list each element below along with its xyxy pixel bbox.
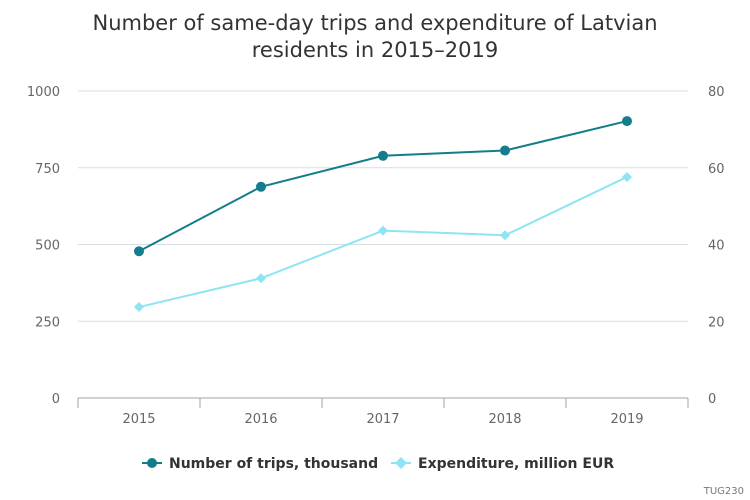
- credit-label: TUG230: [703, 486, 744, 497]
- legend-marker-trips: [147, 458, 157, 468]
- legend-label-trips: Number of trips, thousand: [169, 456, 378, 472]
- data-point-expenditure-2017[interactable]: [378, 225, 388, 236]
- chart-title-line-2: residents in 2015–2019: [252, 38, 498, 62]
- data-point-expenditure-2016[interactable]: [256, 273, 266, 284]
- x-tick-label: 2016: [244, 412, 277, 427]
- legend-marker-expenditure: [395, 457, 407, 469]
- y-axis-left: 0 250 500 750 1000: [27, 85, 60, 407]
- series-line-expenditure: [138, 176, 628, 309]
- data-point-trips-2018[interactable]: [500, 145, 510, 156]
- y-axis-right: 0 20 40 60 80: [708, 85, 725, 407]
- y-left-tick-label: 0: [52, 392, 60, 407]
- data-point-expenditure-2018[interactable]: [500, 230, 510, 241]
- x-axis: 2015 2016 2017 2018 2019: [77, 397, 689, 427]
- chart-title-line-1: Number of same-day trips and expenditure…: [92, 11, 657, 35]
- data-point-trips-2017[interactable]: [378, 150, 388, 161]
- y-right-tick-label: 0: [708, 392, 716, 407]
- x-tick-label: 2015: [122, 412, 155, 427]
- data-point-expenditure-2019[interactable]: [622, 171, 632, 182]
- y-right-tick-label: 40: [708, 239, 725, 254]
- y-right-tick-label: 80: [708, 85, 725, 100]
- y-left-tick-label: 250: [35, 315, 60, 330]
- data-point-trips-2016[interactable]: [256, 181, 266, 192]
- data-point-trips-2019[interactable]: [622, 116, 632, 127]
- y-left-tick-label: 750: [35, 162, 60, 177]
- data-point-trips-2015[interactable]: [134, 246, 144, 257]
- y-right-tick-label: 60: [708, 162, 725, 177]
- y-right-tick-label: 20: [708, 315, 725, 330]
- y-left-tick-label: 500: [35, 239, 60, 254]
- legend-label-expenditure: Expenditure, million EUR: [418, 456, 614, 472]
- x-tick-label: 2017: [366, 412, 399, 427]
- legend-item-expenditure[interactable]: Expenditure, million EUR: [391, 456, 614, 472]
- y-left-tick-label: 1000: [27, 85, 60, 100]
- x-tick-label: 2019: [610, 412, 643, 427]
- data-point-expenditure-2015[interactable]: [134, 302, 144, 313]
- x-tick-label: 2018: [488, 412, 521, 427]
- grid-lines: [78, 90, 688, 322]
- legend[interactable]: Number of trips, thousand Expenditure, m…: [142, 456, 614, 472]
- series-group: [134, 116, 632, 313]
- legend-item-trips[interactable]: Number of trips, thousand: [142, 456, 378, 472]
